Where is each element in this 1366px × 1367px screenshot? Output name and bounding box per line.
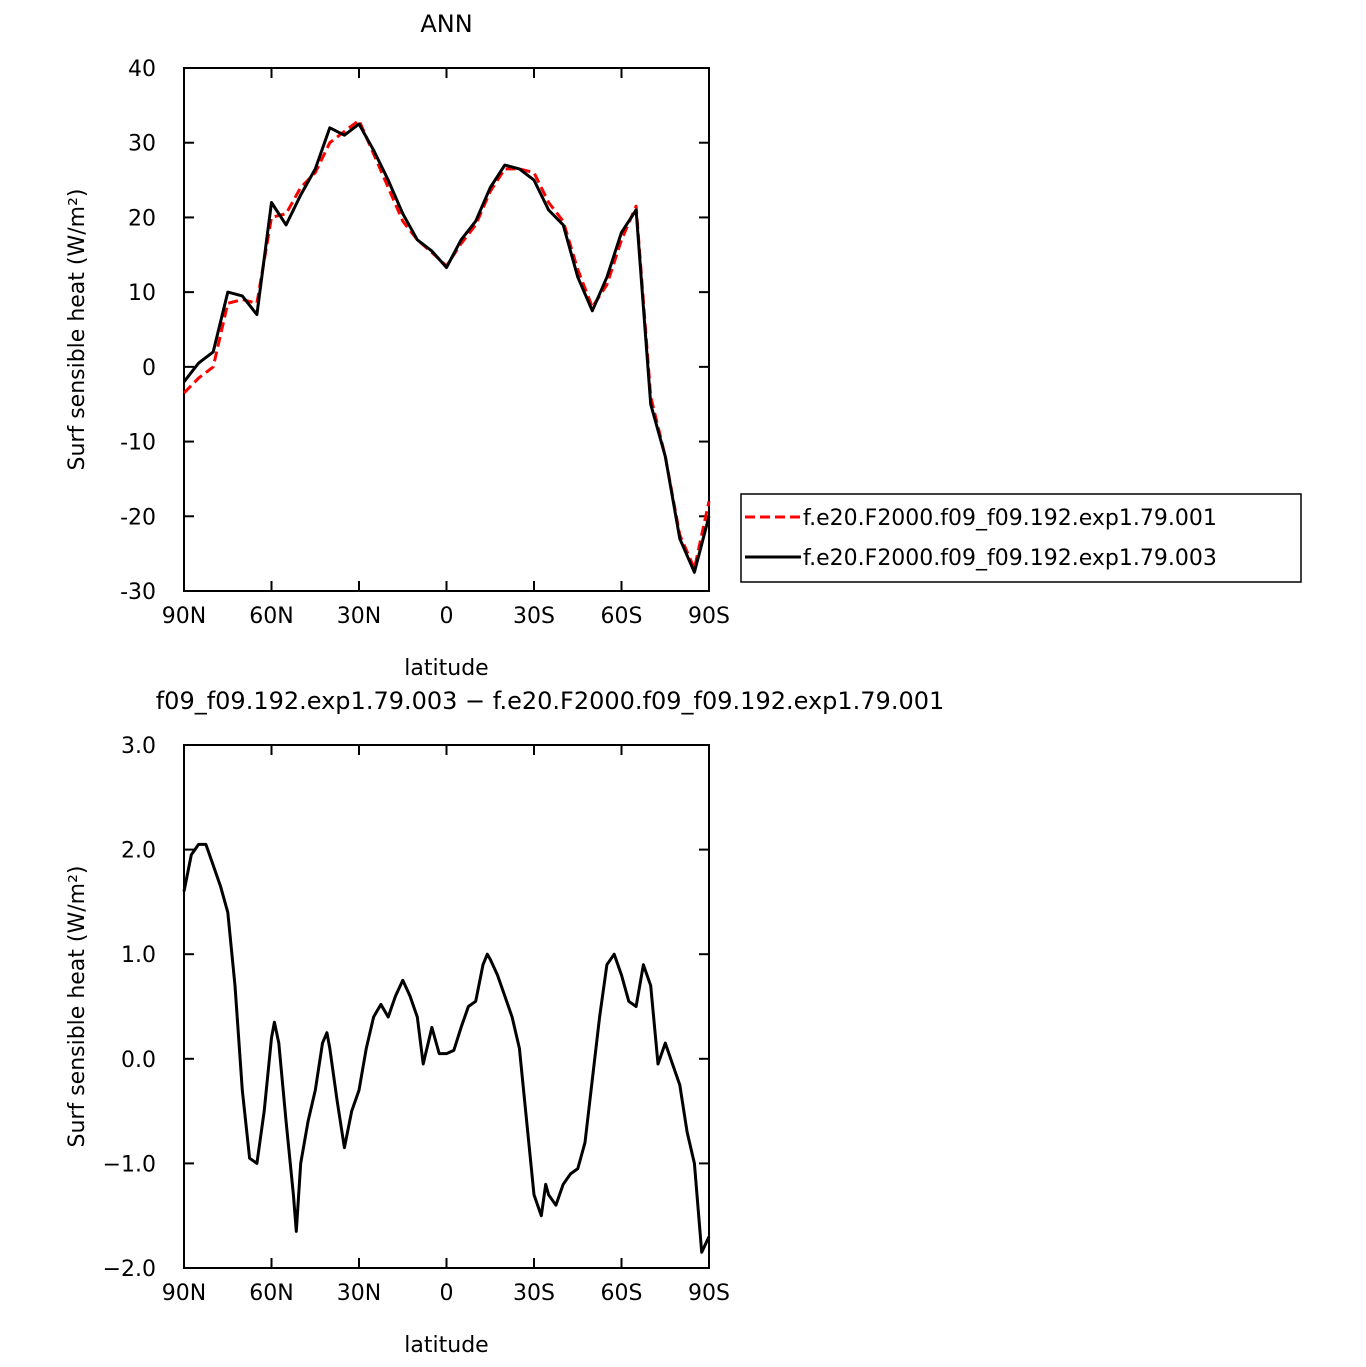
x-tick-label: 90N <box>162 1281 206 1306</box>
x-axis-label: latitude <box>404 656 488 681</box>
x-tick-label: 60S <box>601 604 643 629</box>
y-tick-label: 2.0 <box>121 839 156 864</box>
y-tick-label: -10 <box>120 431 156 456</box>
x-tick-label: 60N <box>249 604 293 629</box>
y-tick-label: 0.0 <box>121 1048 156 1073</box>
x-tick-label: 0 <box>440 1281 454 1306</box>
legend-label: f.e20.F2000.f09_f09.192.exp1.79.001 <box>803 506 1217 531</box>
x-tick-label: 60S <box>601 1281 643 1306</box>
y-tick-label: 0 <box>142 356 156 381</box>
y-tick-label: 40 <box>128 57 156 82</box>
legend-box <box>740 493 1302 583</box>
plot-frame <box>183 67 710 592</box>
x-tick-label: 30N <box>337 1281 381 1306</box>
x-tick-label: 30S <box>513 1281 555 1306</box>
x-tick-label: 30N <box>337 604 381 629</box>
x-tick-label: 90S <box>688 604 730 629</box>
data-line <box>182 122 711 574</box>
x-tick-label: 60N <box>249 1281 293 1306</box>
data-line <box>182 842 711 1254</box>
x-tick-label: 30S <box>513 604 555 629</box>
x-axis-label: latitude <box>404 1333 488 1358</box>
y-tick-label: 1.0 <box>121 943 156 968</box>
y-tick-label: 10 <box>128 281 156 306</box>
y-tick-label: 3.0 <box>121 734 156 759</box>
x-tick-label: 90N <box>162 604 206 629</box>
y-axis-label: Surf sensible heat (W/m²) <box>65 189 90 471</box>
y-tick-label: -20 <box>120 505 156 530</box>
chart-title: ANN <box>420 10 472 38</box>
x-tick-label: 90S <box>688 1281 730 1306</box>
y-tick-label: 30 <box>128 132 156 157</box>
y-tick-label: −2.0 <box>103 1257 156 1282</box>
data-line <box>182 118 711 571</box>
plot-frame <box>183 744 710 1269</box>
y-tick-label: −1.0 <box>103 1152 156 1177</box>
y-tick-label: -30 <box>120 580 156 605</box>
chart-title: f09_f09.192.exp1.79.003 − f.e20.F2000.f0… <box>156 687 945 715</box>
y-axis-label: Surf sensible heat (W/m²) <box>65 866 90 1148</box>
x-tick-label: 0 <box>440 604 454 629</box>
y-tick-label: 20 <box>128 206 156 231</box>
legend-label: f.e20.F2000.f09_f09.192.exp1.79.003 <box>803 546 1217 571</box>
